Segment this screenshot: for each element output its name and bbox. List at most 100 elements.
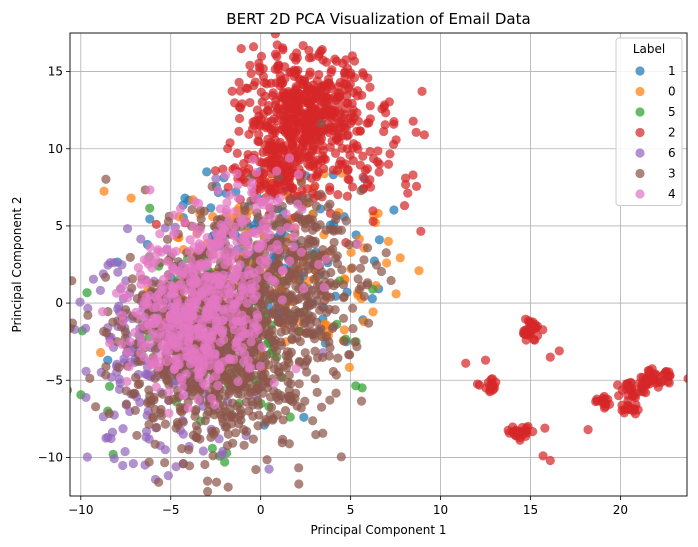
scatter-point [357, 383, 367, 393]
series-4 [97, 153, 363, 418]
scatter-point [328, 225, 339, 235]
scatter-point [254, 58, 264, 68]
x-tick-label: 5 [347, 503, 355, 517]
legend-label: 2 [668, 126, 676, 140]
scatter-point [348, 303, 358, 313]
scatter-point [81, 366, 91, 376]
scatter-point [267, 211, 277, 221]
scatter-point [230, 428, 241, 438]
scatter-point [70, 318, 78, 328]
scatter-point [371, 260, 382, 270]
scatter-point [118, 424, 128, 434]
scatter-point [259, 200, 269, 210]
scatter-point [310, 87, 320, 97]
scatter-point [325, 395, 335, 405]
scatter-point [293, 326, 304, 336]
scatter-point [123, 292, 133, 303]
legend-marker [635, 168, 645, 179]
scatter-point [328, 244, 338, 254]
scatter-point [160, 445, 170, 455]
scatter-point [461, 358, 471, 368]
scatter-point [186, 254, 196, 265]
scatter-point [274, 395, 284, 405]
scatter-point [231, 342, 241, 352]
scatter-point [237, 332, 247, 342]
scatter-point [335, 92, 345, 102]
scatter-point [213, 238, 223, 248]
scatter-point [139, 255, 149, 265]
scatter-point [246, 68, 256, 79]
scatter-point [284, 153, 295, 163]
scatter-point [341, 55, 351, 65]
scatter-point [164, 408, 174, 418]
scatter-point [338, 280, 349, 290]
scatter-point [136, 234, 146, 244]
scatter-point [220, 259, 230, 270]
scatter-point [270, 64, 280, 74]
scatter-point [150, 373, 160, 384]
scatter-point [389, 117, 399, 127]
scatter-point [291, 281, 301, 291]
scatter-point [75, 297, 85, 307]
scatter-point [314, 70, 324, 80]
scatter-point [583, 425, 593, 435]
scatter-point [88, 274, 99, 284]
scatter-point [257, 342, 267, 352]
x-axis-ticks: −10 −5 0 5 10 15 20 [68, 496, 628, 517]
scatter-point [155, 357, 166, 367]
scatter-point [232, 370, 243, 380]
scatter-point [274, 143, 284, 153]
x-tick-label: −5 [162, 503, 180, 517]
scatter-point [614, 391, 624, 401]
scatter-point [80, 323, 91, 333]
scatter-point [160, 419, 171, 429]
scatter-point [296, 247, 306, 257]
scatter-point [340, 103, 350, 114]
scatter-point [293, 199, 303, 209]
scatter-point [222, 440, 233, 451]
scatter-point [400, 173, 411, 183]
legend-marker [635, 127, 645, 138]
scatter-point [285, 256, 295, 266]
scatter-point [235, 291, 245, 302]
scatter-point [255, 256, 265, 266]
scatter-point [143, 298, 153, 308]
scatter-point [332, 125, 342, 135]
scatter-point [104, 381, 115, 392]
scatter-point [326, 113, 336, 123]
scatter-point [391, 289, 401, 299]
scatter-point [290, 222, 300, 232]
scatter-point [362, 243, 373, 253]
scatter-point [251, 167, 262, 178]
scatter-point [152, 333, 162, 343]
scatter-point [145, 185, 155, 195]
scatter-point [208, 451, 218, 461]
scatter-point [379, 102, 389, 112]
scatter-point [99, 186, 109, 196]
scatter-point [330, 305, 340, 315]
scatter-point [373, 146, 383, 156]
scatter-point [480, 355, 491, 365]
scatter-point [277, 124, 287, 134]
scatter-point [283, 222, 293, 233]
scatter-point [348, 324, 358, 334]
scatter-point [321, 57, 331, 67]
scatter-point [190, 324, 200, 334]
scatter-point [220, 457, 230, 467]
scatter-point [194, 314, 205, 324]
scatter-point [91, 402, 101, 412]
scatter-point [376, 266, 387, 277]
scatter-point [665, 371, 675, 381]
scatter-point [196, 214, 206, 224]
scatter-point [170, 227, 180, 237]
scatter-point [288, 125, 298, 135]
legend-label: 4 [668, 187, 676, 201]
scatter-point [151, 382, 161, 392]
scatter-point [168, 264, 178, 274]
scatter-point [263, 156, 273, 166]
scatter-point [317, 332, 327, 342]
scatter-point [316, 189, 326, 199]
scatter-point [225, 138, 235, 148]
scatter-point [244, 328, 254, 339]
scatter-point [234, 77, 244, 87]
